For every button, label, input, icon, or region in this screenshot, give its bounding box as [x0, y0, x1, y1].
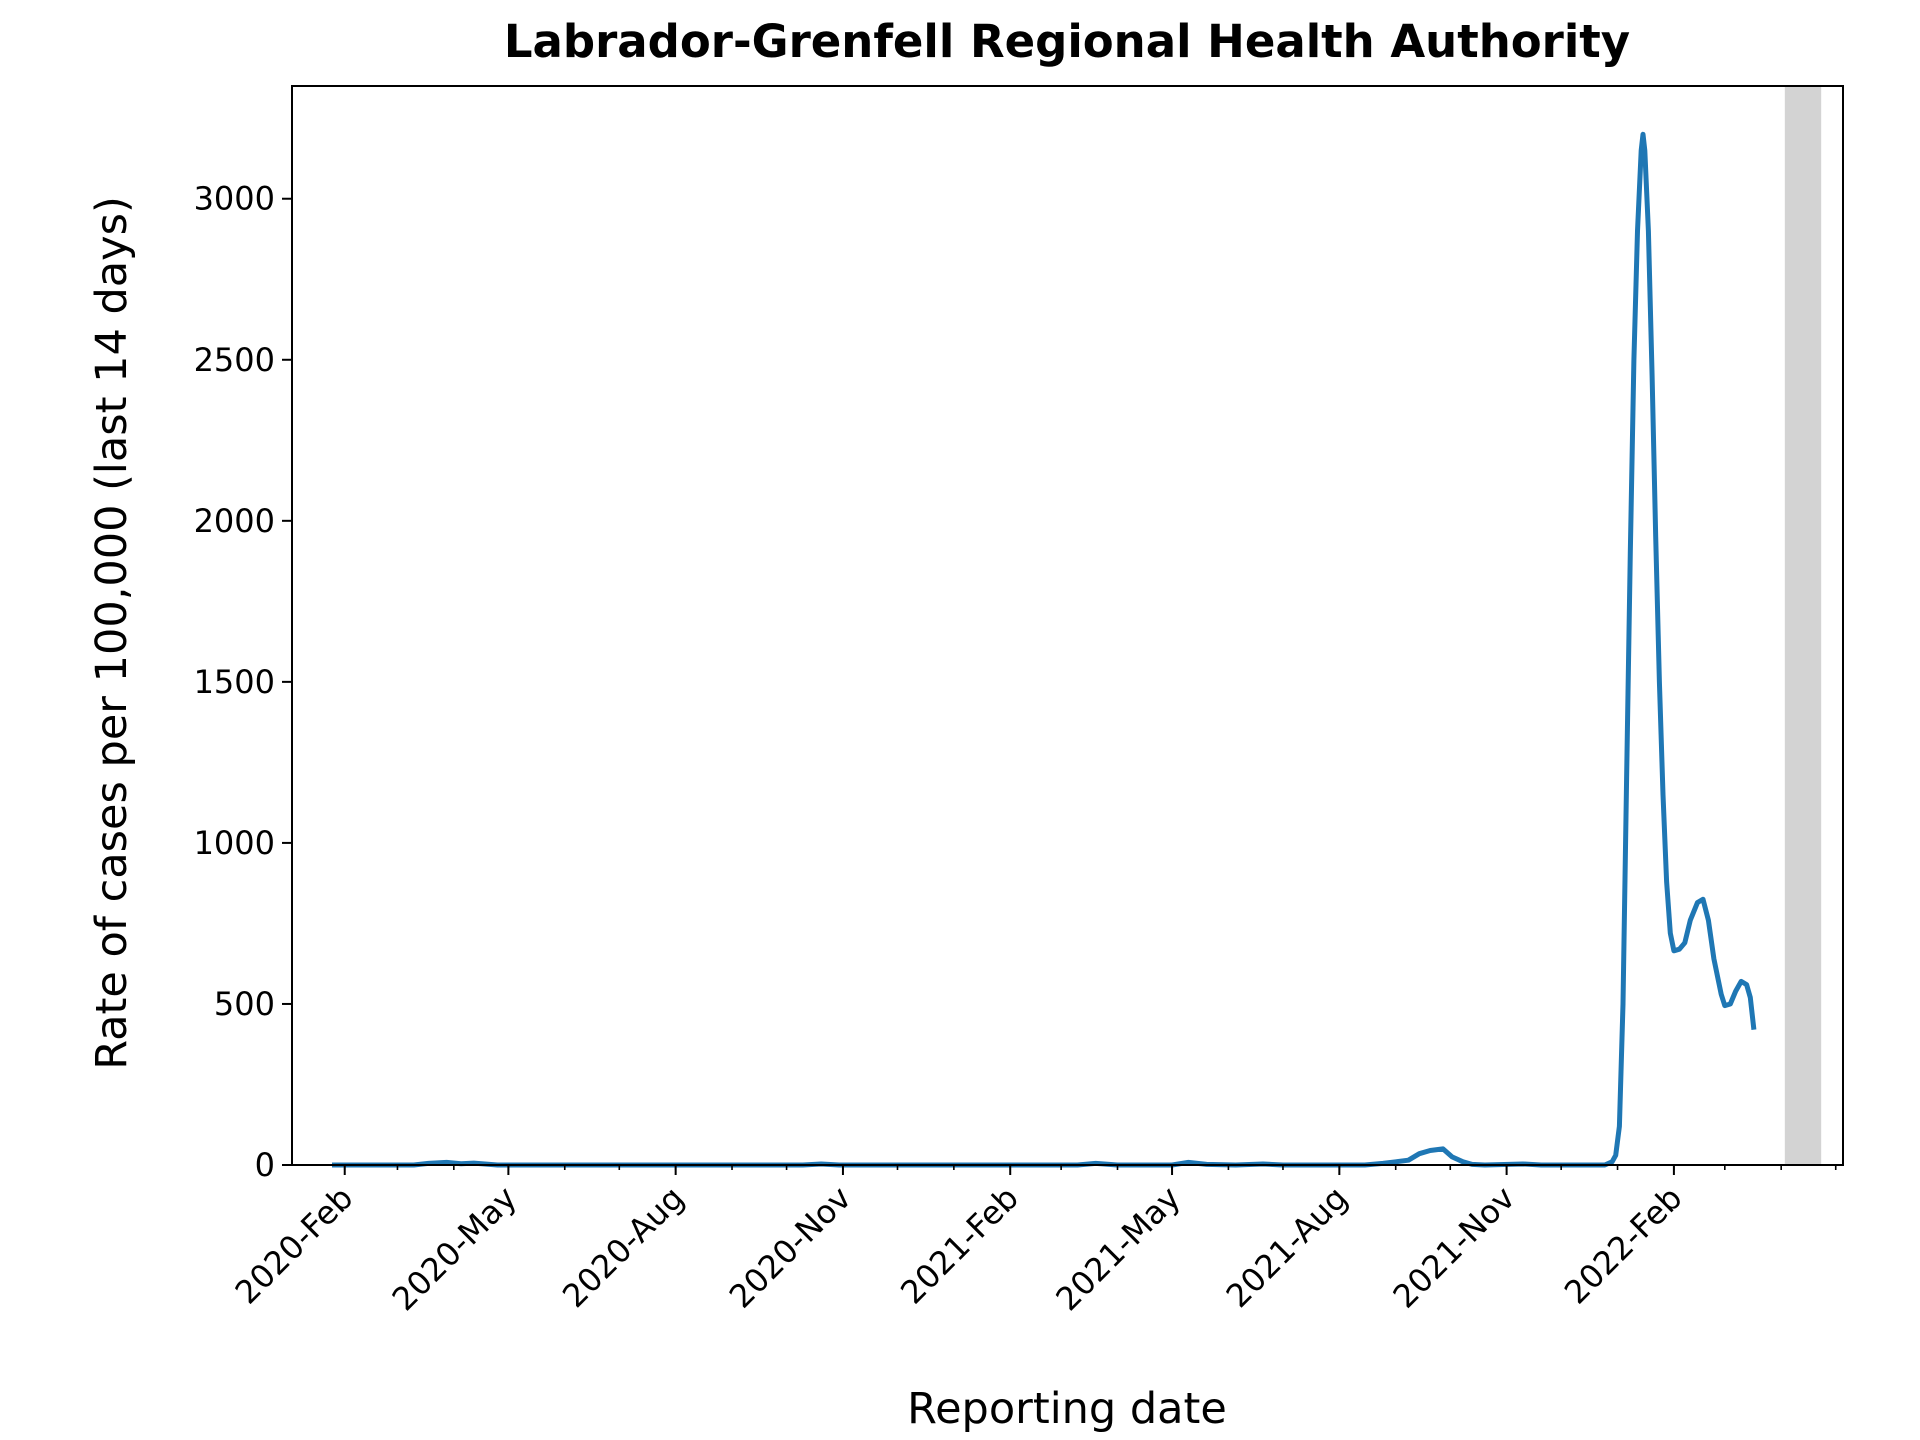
y-tick-label: 1000	[194, 824, 275, 862]
plot-frame	[291, 85, 1844, 1166]
plot-area	[291, 85, 1844, 1168]
y-tick-label: 2000	[194, 502, 275, 540]
y-axis-label: Rate of cases per 100,000 (last 14 days)	[87, 196, 137, 1070]
y-tick-label: 0	[255, 1146, 275, 1184]
y-axis: 0 500 1000 1500 2000 2500 3000	[194, 180, 292, 1184]
y-tick-label: 500	[214, 985, 275, 1023]
x-axis-label: Reporting date	[907, 1384, 1227, 1434]
shaded-region	[1784, 86, 1822, 1165]
y-tick-label: 2500	[194, 341, 275, 379]
y-tick-label: 1500	[194, 663, 275, 701]
series-line	[332, 131, 1757, 1168]
y-tick-label: 3000	[194, 180, 275, 218]
chart-title: Labrador-Grenfell Regional Health Author…	[504, 15, 1630, 68]
